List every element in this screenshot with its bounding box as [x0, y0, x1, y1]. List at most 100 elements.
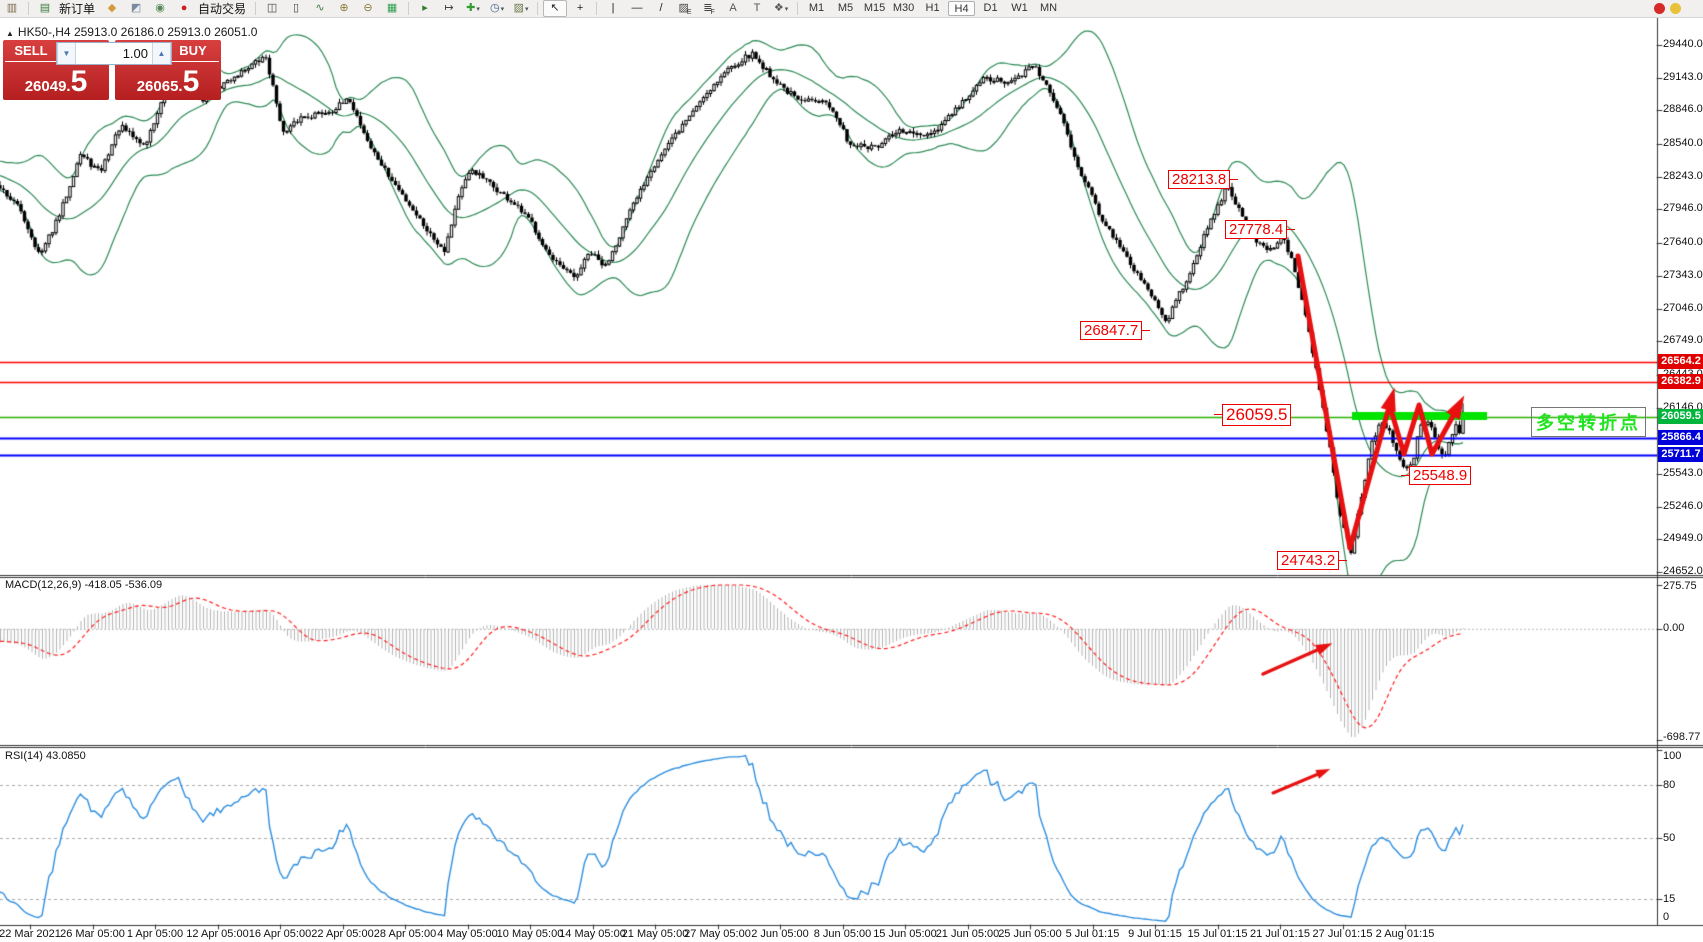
- rsi-axis-tick: 80: [1663, 779, 1676, 791]
- timeframe-m15-button[interactable]: M15: [863, 2, 886, 14]
- horizontal-line-icon[interactable]: —: [631, 2, 643, 14]
- timeframe-m30-button[interactable]: M30: [892, 2, 915, 14]
- price-axis-tick: 28540.0: [1663, 137, 1703, 150]
- symbol-marker-icon: ▲: [6, 29, 14, 38]
- time-axis-label: 2 Jun 05:00: [751, 928, 809, 940]
- time-axis-label: 22 Mar 2021: [0, 928, 61, 940]
- price-level-tag: 25711.7: [1658, 447, 1703, 463]
- price-level-tag: 26059.5: [1658, 409, 1703, 425]
- signal-icon[interactable]: ◉: [155, 2, 165, 14]
- toolbar-separator: [28, 2, 29, 15]
- volume-decrease-button[interactable]: ▼: [57, 43, 76, 64]
- cursor-icon[interactable]: ↖: [543, 0, 568, 17]
- trendline-icon[interactable]: /: [659, 2, 663, 14]
- time-axis-label: 27 May 05:00: [684, 928, 751, 940]
- price-callout[interactable]: 26847.7: [1080, 321, 1151, 341]
- time-axis-label: 21 May 05:00: [621, 928, 689, 940]
- add-indicator-icon[interactable]: ✚ ▾: [466, 2, 480, 14]
- rsi-axis-tick: 50: [1663, 831, 1676, 844]
- time-axis-label: 5 Jul 01:15: [1065, 928, 1120, 940]
- price-axis-tick: 28846.0: [1663, 103, 1703, 116]
- autotrade-icon[interactable]: ●: [180, 2, 188, 14]
- time-axis-label: 8 Jun 05:00: [813, 928, 872, 940]
- time-axis-label: 27 Jul 01:15: [1312, 928, 1373, 940]
- rsi-axis-tick: 15: [1663, 892, 1676, 905]
- timeframe-m5-button[interactable]: M5: [837, 2, 854, 14]
- chart-title-text: HK50-,H4 25913.0 26186.0 25913.0 26051.0: [17, 25, 258, 39]
- arrows-tool-icon[interactable]: ❖ ▾: [773, 2, 789, 14]
- timeframe-m1-button[interactable]: M1: [808, 2, 825, 14]
- price-axis-tick: 29440.0: [1663, 38, 1703, 51]
- price-callout[interactable]: 27778.4: [1225, 220, 1296, 240]
- autoscroll-icon[interactable]: ▸: [422, 2, 428, 14]
- timeframe-h4-button[interactable]: H4: [948, 1, 976, 16]
- sell-price: 26049.5: [24, 65, 88, 98]
- price-callout[interactable]: 25548.9: [1400, 466, 1472, 486]
- volume-input[interactable]: [76, 43, 152, 64]
- time-axis-label: 16 Apr 05:00: [248, 928, 312, 940]
- time-axis-label: 9 Jul 01:15: [1128, 928, 1182, 940]
- zoom-in-icon[interactable]: ⊕: [339, 2, 349, 14]
- equidistant-channel-icon[interactable]: ▨ E: [678, 2, 692, 16]
- volume-increase-button[interactable]: ▲: [152, 43, 171, 64]
- vertical-line-icon[interactable]: |: [611, 2, 615, 14]
- price-axis-tick: 27046.0: [1663, 301, 1703, 314]
- price-callout[interactable]: 24743.2: [1277, 551, 1348, 571]
- periods-icon[interactable]: ◷ ▾: [489, 2, 505, 14]
- timeframe-h1-button[interactable]: H1: [925, 2, 940, 14]
- price-callout[interactable]: 28213.8: [1168, 170, 1239, 190]
- price-axis-tick: 29143.0: [1663, 70, 1703, 83]
- price-axis-tick: 27343.0: [1663, 268, 1703, 281]
- price-axis-tick: 28243.0: [1663, 169, 1703, 182]
- one-click-trading-panel: SELL 26049.5 BUY 26065.5 ▼ ▲: [3, 40, 221, 100]
- rsi-label: RSI(14) 43.0850: [5, 750, 86, 762]
- volume-control: ▼ ▲: [56, 42, 172, 65]
- macd-axis-tick: 275.75: [1663, 580, 1697, 592]
- toolbar-separator: [408, 2, 410, 15]
- tile-windows-icon[interactable]: ▦: [386, 2, 398, 14]
- text-tool-icon[interactable]: A: [729, 2, 737, 14]
- rsi-axis-tick: 100: [1663, 750, 1682, 762]
- price-axis-tick: 26749.0: [1663, 334, 1703, 347]
- alert-yellow-icon[interactable]: [1670, 3, 1681, 14]
- price-level-tag: 25866.4: [1658, 430, 1703, 446]
- chart-title: ▲ HK50-,H4 25913.0 26186.0 25913.0 26051.…: [6, 25, 257, 39]
- time-axis-label: 1 Apr 05:00: [126, 928, 184, 940]
- timeframe-w1-button[interactable]: W1: [1011, 2, 1028, 14]
- candlestick-mode-icon[interactable]: ▯: [293, 2, 300, 14]
- new-order-label[interactable]: 新订单: [59, 2, 96, 16]
- profile-icon[interactable]: ◩: [130, 2, 142, 14]
- crosshair-icon[interactable]: +: [576, 2, 584, 14]
- rsi-axis-tick: 0: [1663, 911, 1670, 923]
- new-order-icon[interactable]: ▤: [39, 2, 51, 14]
- toolbar-separator: [797, 2, 799, 15]
- styler-icon[interactable]: ◆: [107, 2, 117, 14]
- toolbar-separator: [596, 2, 598, 15]
- toolbar-separator: [537, 2, 539, 15]
- alert-red-icon[interactable]: [1654, 3, 1665, 14]
- turning-point-label[interactable]: 多空转折点: [1531, 407, 1646, 437]
- price-axis-tick: 27640.0: [1663, 236, 1703, 249]
- toolbar-separator: [255, 2, 257, 15]
- time-axis-label: 14 May 05:00: [559, 928, 626, 940]
- price-callout[interactable]: 26059.5: [1213, 404, 1292, 426]
- templates-icon[interactable]: ▨ ▾: [513, 2, 529, 14]
- price-axis-tick: 27946.0: [1663, 202, 1703, 215]
- time-axis-label: 15 Jun 05:00: [873, 928, 937, 940]
- line-chart-mode-icon[interactable]: ∿: [315, 2, 325, 14]
- buy-label: BUY: [167, 43, 219, 62]
- autotrade-label[interactable]: 自动交易: [198, 2, 247, 16]
- chart-shift-icon[interactable]: ↦: [444, 2, 454, 14]
- price-level-tag: 26564.2: [1658, 353, 1703, 369]
- time-axis-label: 12 Apr 05:00: [186, 928, 249, 940]
- bar-chart-mode-icon[interactable]: ◫: [266, 2, 278, 14]
- macd-axis-tick: 0.00: [1663, 621, 1685, 634]
- market-watch-icon[interactable]: ▥: [6, 2, 18, 14]
- label-tool-icon[interactable]: T: [753, 2, 761, 14]
- fibonacci-icon[interactable]: ≣ F: [703, 2, 715, 16]
- zoom-out-icon[interactable]: ⊖: [363, 2, 373, 14]
- time-axis-label: 25 Jun 05:00: [998, 928, 1062, 940]
- timeframe-mn-button[interactable]: MN: [1039, 2, 1058, 14]
- timeframe-d1-button[interactable]: D1: [983, 2, 998, 14]
